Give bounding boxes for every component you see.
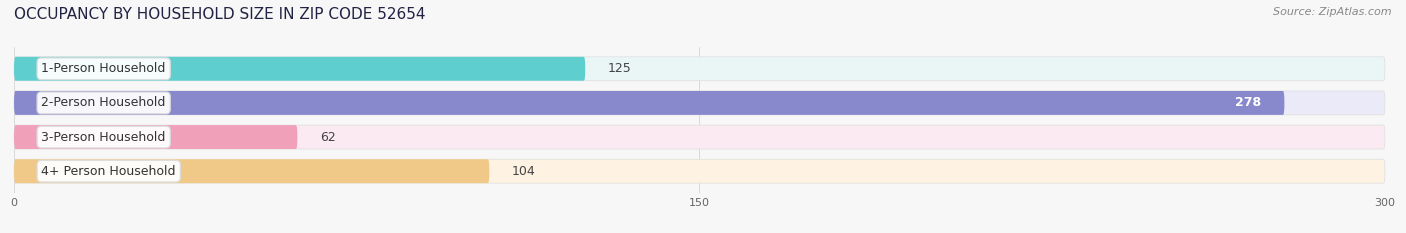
Text: 4+ Person Household: 4+ Person Household xyxy=(42,165,176,178)
FancyBboxPatch shape xyxy=(14,125,298,149)
Text: 3-Person Household: 3-Person Household xyxy=(42,130,166,144)
Text: 104: 104 xyxy=(512,165,536,178)
FancyBboxPatch shape xyxy=(14,159,1385,183)
Text: 1-Person Household: 1-Person Household xyxy=(42,62,166,75)
FancyBboxPatch shape xyxy=(14,91,1285,115)
Text: 125: 125 xyxy=(609,62,631,75)
FancyBboxPatch shape xyxy=(14,91,1385,115)
Text: 278: 278 xyxy=(1236,96,1261,110)
FancyBboxPatch shape xyxy=(14,159,489,183)
FancyBboxPatch shape xyxy=(14,57,585,81)
FancyBboxPatch shape xyxy=(14,57,1385,81)
FancyBboxPatch shape xyxy=(14,125,1385,149)
Text: 2-Person Household: 2-Person Household xyxy=(42,96,166,110)
Text: Source: ZipAtlas.com: Source: ZipAtlas.com xyxy=(1274,7,1392,17)
Text: 62: 62 xyxy=(321,130,336,144)
Text: OCCUPANCY BY HOUSEHOLD SIZE IN ZIP CODE 52654: OCCUPANCY BY HOUSEHOLD SIZE IN ZIP CODE … xyxy=(14,7,426,22)
